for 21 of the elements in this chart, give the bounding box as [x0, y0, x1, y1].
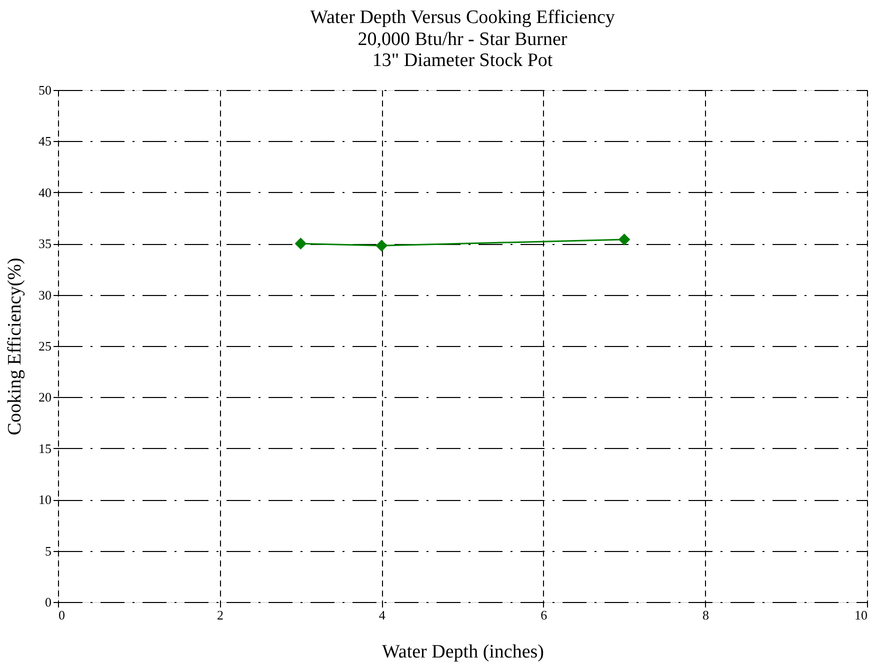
y-tick-label: 35: [38, 236, 52, 252]
y-tick-label: 0: [45, 594, 52, 610]
y-tick-label: 25: [38, 338, 52, 354]
y-axis-title: Cooking Efficiency(%): [4, 258, 26, 436]
y-tick-label: 40: [38, 184, 52, 200]
y-tick-label: 15: [38, 440, 52, 456]
y-tick-label: 50: [38, 82, 52, 98]
x-tick-label: 2: [217, 608, 224, 622]
x-tick-label: 8: [702, 608, 709, 622]
y-tick-label: 20: [38, 390, 52, 405]
y-tick-label: 10: [38, 492, 52, 508]
chart-title: Water Depth Versus Cooking Efficiency: [310, 7, 616, 28]
y-tick-label: 30: [38, 287, 52, 302]
chart-subtitle: 20,000 Btu/hr - Star Burner 13" Diameter Stock Pot: [358, 29, 568, 71]
x-tick-label: 4: [378, 608, 386, 622]
y-tick-label: 45: [38, 134, 52, 149]
x-tick-label: 0: [58, 608, 65, 622]
x-axis-title: Water Depth (inches): [382, 642, 544, 662]
y-tick-label: 5: [45, 543, 52, 558]
x-tick-label: 10: [854, 608, 868, 622]
x-tick-label: 6: [540, 608, 548, 622]
